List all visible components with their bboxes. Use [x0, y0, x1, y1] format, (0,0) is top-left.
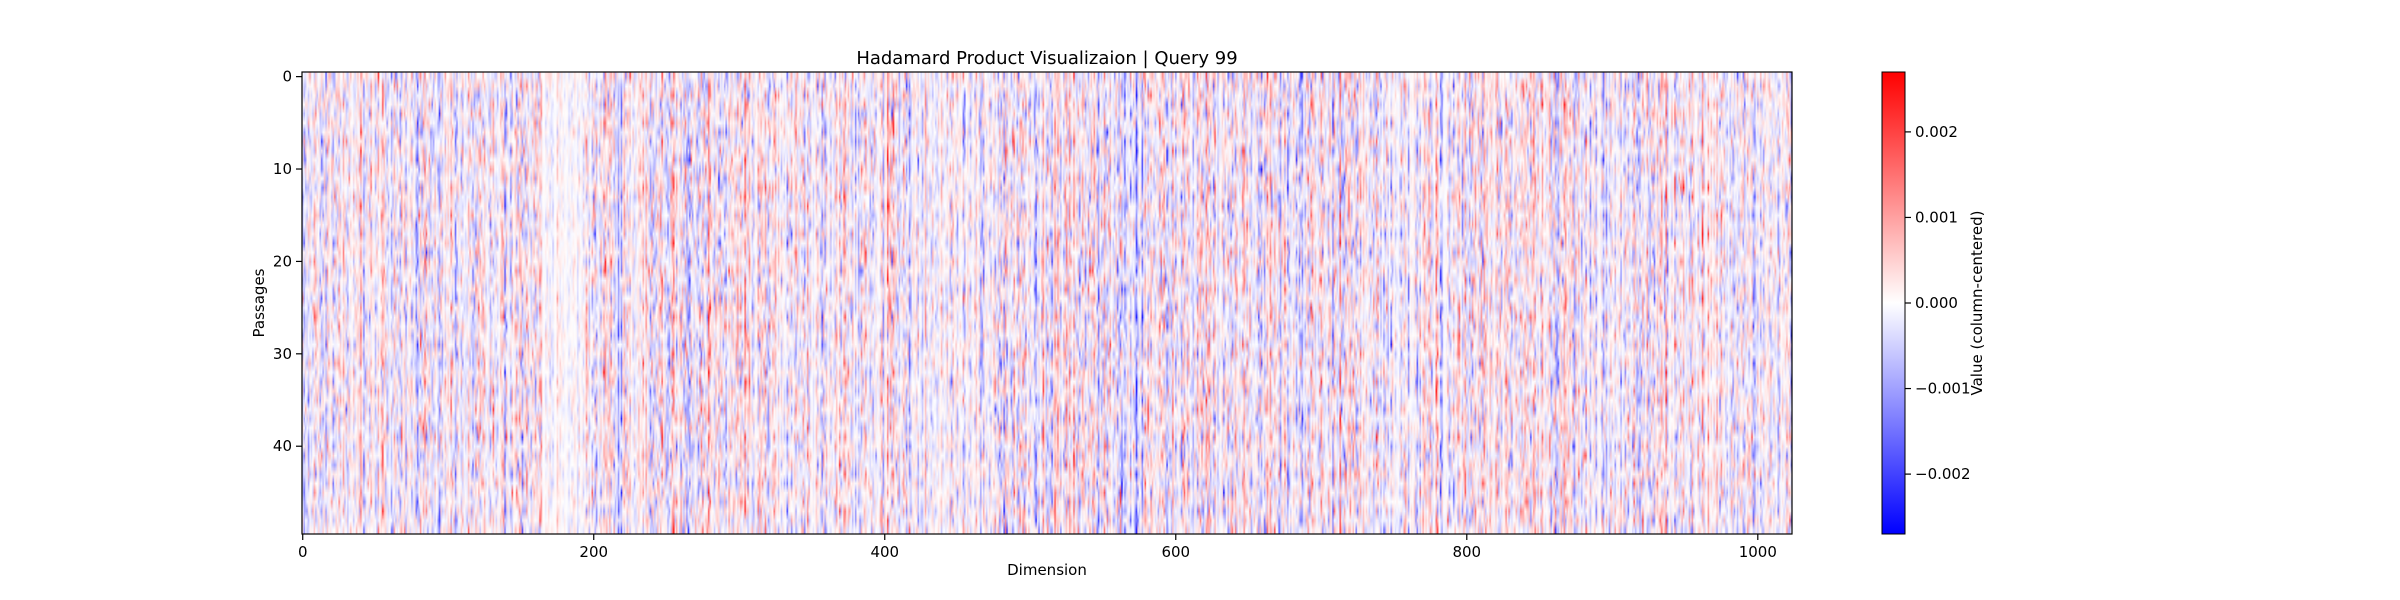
colorbar-label: Value (column-centered)	[1968, 211, 1986, 396]
colorbar-tick-label-0: −0.002	[1915, 465, 1971, 483]
x-axis-ticks: 0 200 400 600 800 1000	[298, 534, 1777, 561]
colorbar-gradient	[1881, 71, 1906, 535]
y-tick-label-2: 20	[273, 252, 292, 270]
colorbar-tick-label-3: 0.001	[1915, 208, 1958, 226]
y-axis-label: Passages	[250, 268, 268, 337]
y-tick-label-0: 0	[282, 68, 292, 86]
colorbar-ticks: −0.002 −0.001 0.000 0.001 0.002	[1905, 123, 1971, 483]
x-tick-label-2: 400	[870, 543, 899, 561]
heatmap-canvas	[302, 72, 1792, 534]
y-tick-label-4: 40	[273, 437, 292, 455]
x-tick-label-1: 200	[579, 543, 608, 561]
x-tick-label-0: 0	[298, 543, 308, 561]
heatmap-plot-area	[302, 72, 1792, 534]
chart-title: Hadamard Product Visualizaion | Query 99	[856, 48, 1237, 69]
x-tick-label-5: 1000	[1739, 543, 1777, 561]
y-tick-label-1: 10	[273, 160, 292, 178]
x-tick-label-4: 800	[1452, 543, 1481, 561]
colorbar-tick-label-2: 0.000	[1915, 294, 1958, 312]
plot-frame	[301, 71, 1793, 535]
y-tick-label-3: 30	[273, 345, 292, 363]
x-tick-label-3: 600	[1161, 543, 1190, 561]
colorbar-tick-label-1: −0.001	[1915, 380, 1971, 398]
x-axis-label: Dimension	[1007, 561, 1087, 579]
colorbar-tick-label-4: 0.002	[1915, 123, 1958, 141]
colorbar: −0.002 −0.001 0.000 0.001 0.002 Value (colum…	[1881, 71, 1986, 535]
y-axis-ticks: 0 10 20 30 40	[273, 68, 302, 455]
